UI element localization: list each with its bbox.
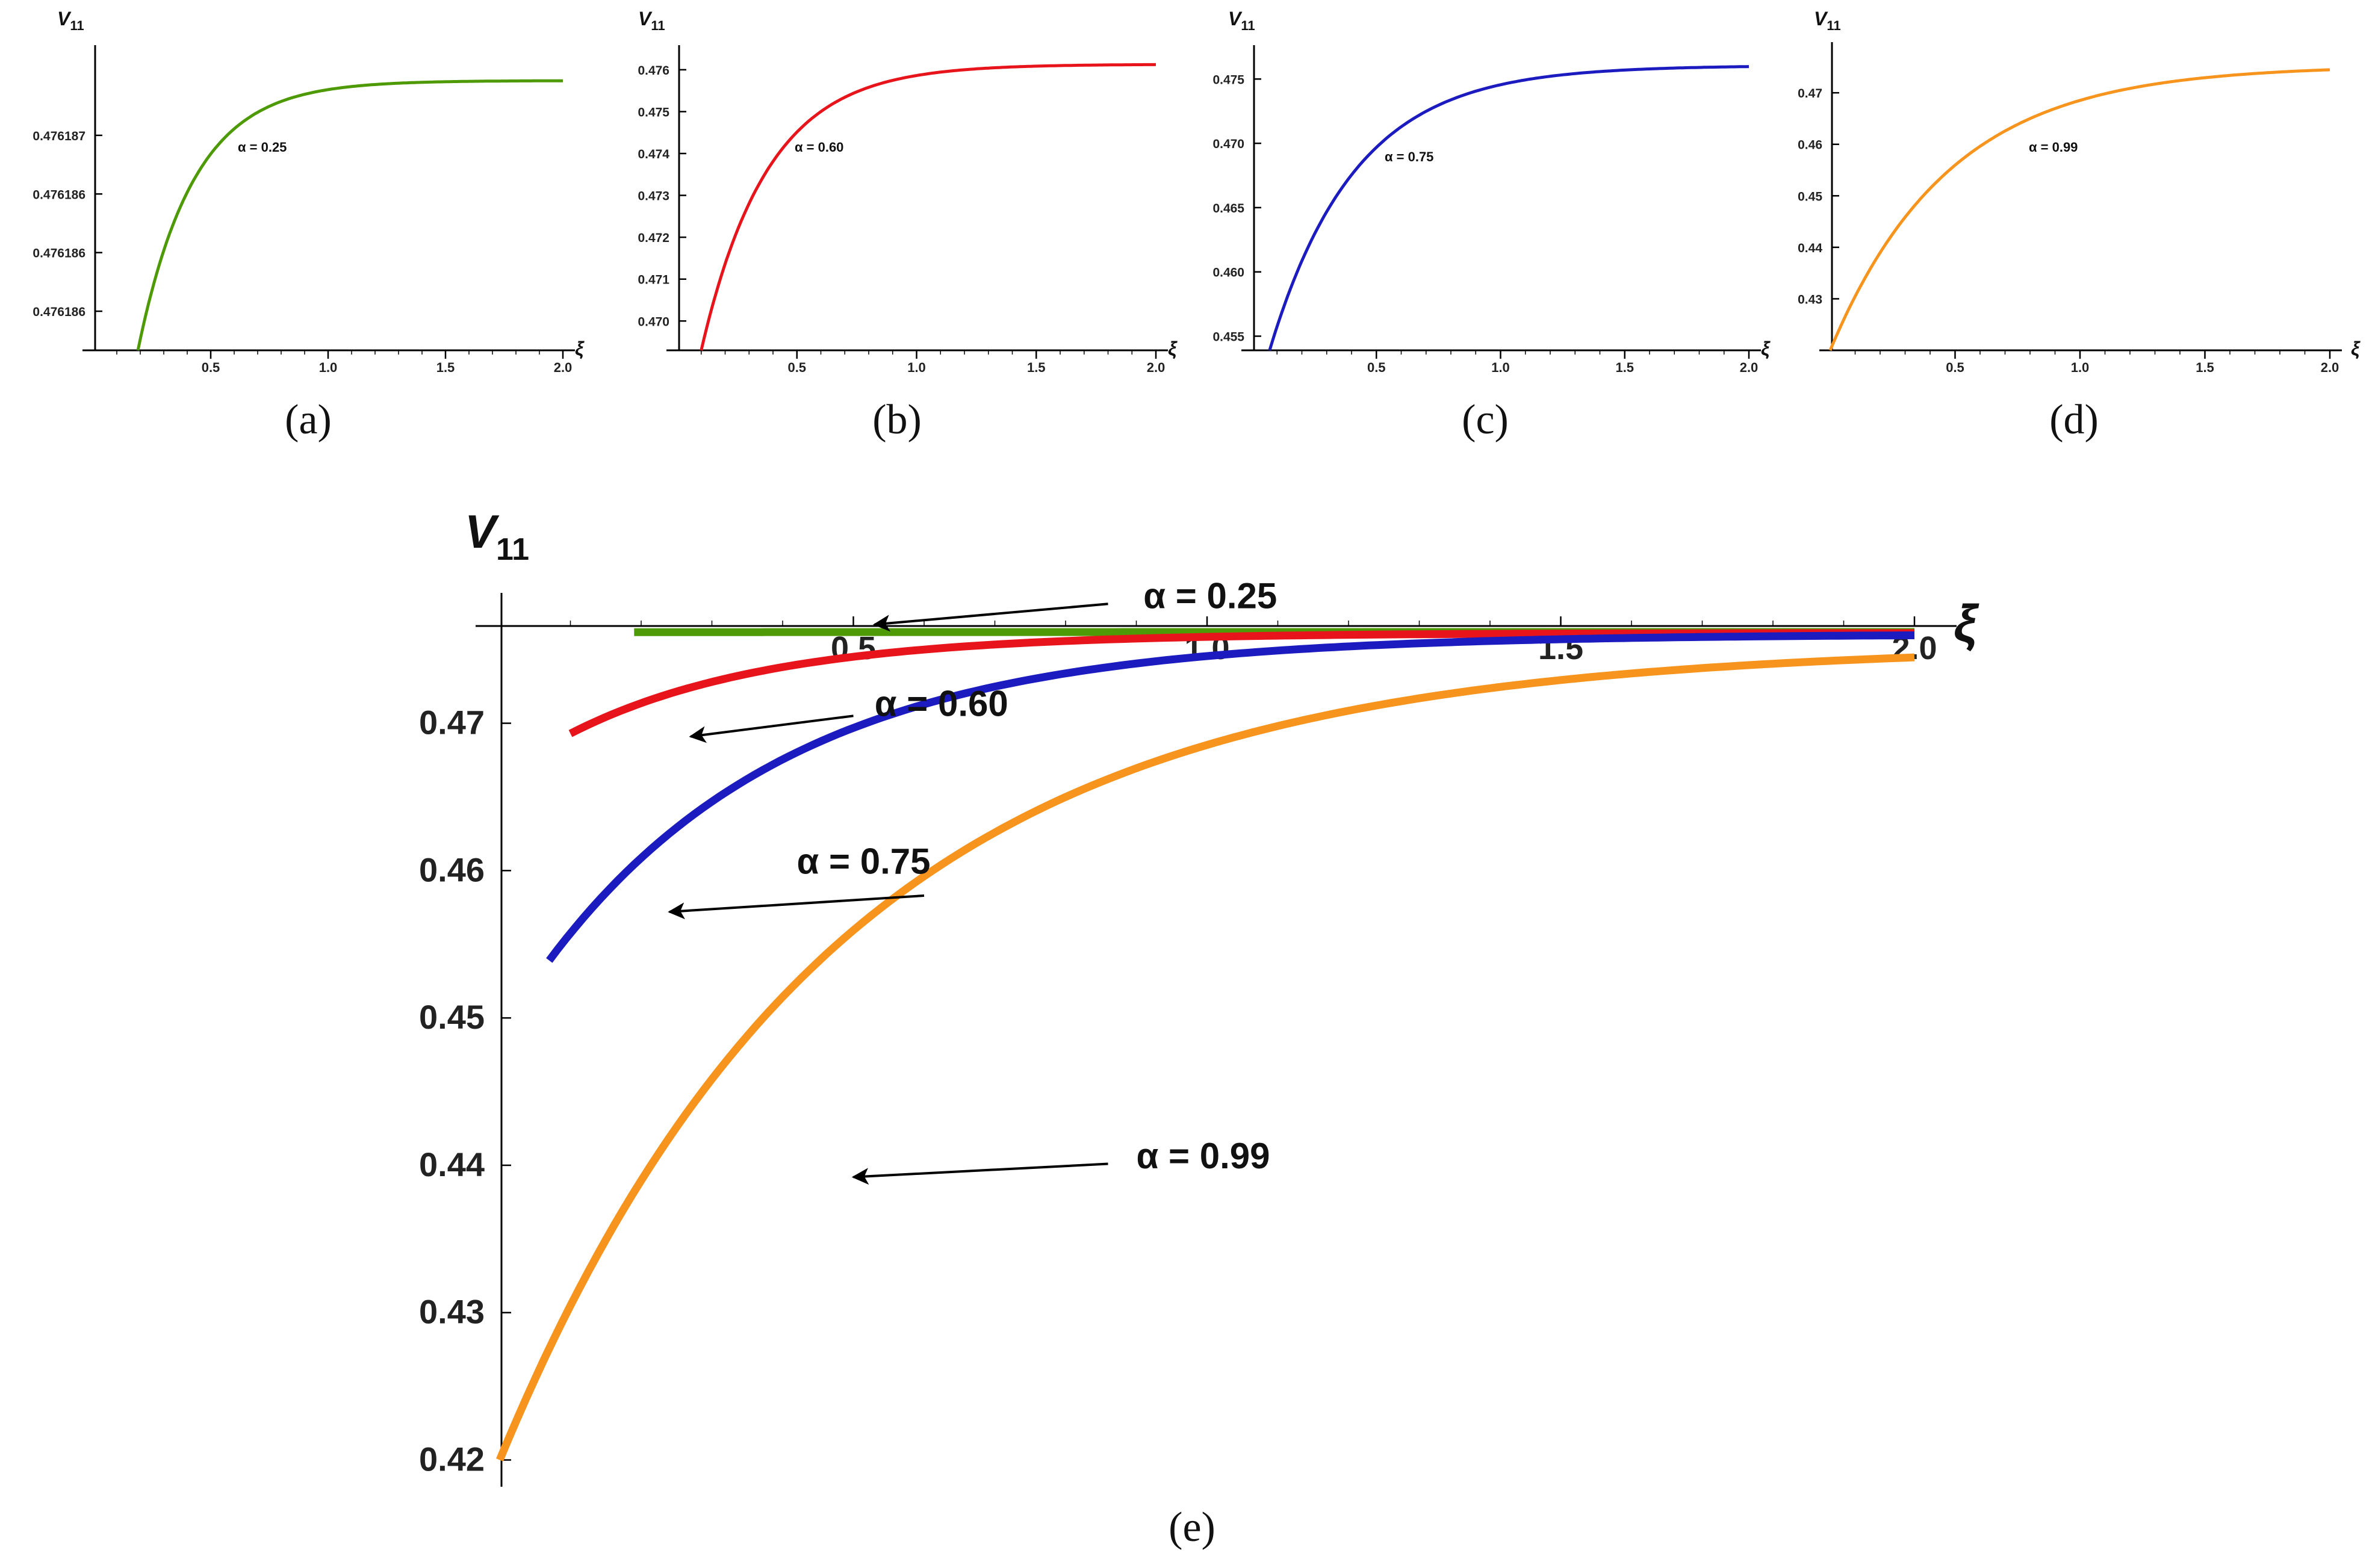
- x-tick-label: 1.5: [1615, 360, 1634, 375]
- y-tick-label: 0.473: [638, 190, 669, 203]
- y-axis-label: V11: [638, 8, 665, 33]
- x-tick-label: 1.5: [1027, 360, 1046, 375]
- panel-label: (b): [872, 397, 922, 443]
- y-tick-label: 0.476187: [33, 129, 85, 143]
- series-line: [546, 631, 1914, 963]
- x-axis-label: ξ: [1954, 595, 1979, 652]
- x-axis-label: ξ: [575, 338, 585, 359]
- x-tick-label: 2.0: [2321, 360, 2339, 375]
- panel-label: (a): [285, 397, 332, 443]
- y-axis-label: V11: [1814, 8, 1841, 33]
- alpha-label: α = 0.25: [238, 140, 287, 155]
- y-tick-label: 0.475: [638, 105, 669, 119]
- chart-panel-c: 0.5 1.0 1.5 2.0 0.455 0.460 0.465 0.470 0.475 V11…: [1212, 8, 1771, 443]
- alpha-label: α = 0.60: [795, 140, 843, 155]
- annotation-arrow: [689, 714, 854, 743]
- x-tick-label: 1.5: [436, 360, 455, 375]
- y-axis-label: V11: [1228, 8, 1255, 33]
- y-tick-label: 0.43: [1798, 293, 1822, 306]
- x-tick-label: 0.5: [1946, 360, 1964, 375]
- y-tick-label: 0.42: [419, 1440, 485, 1478]
- x-tick-label: 1.0: [1491, 360, 1510, 375]
- chart-panel-d: 0.5 1.0 1.5 2.0 0.43 0.44 0.45 0.46 0.47 V11 ξ α = …: [1798, 8, 2361, 443]
- y-tick-label: 0.44: [1798, 241, 1822, 255]
- y-tick-label: 0.46: [419, 851, 485, 888]
- x-tick-label: 1.5: [2196, 360, 2214, 375]
- y-tick-label: 0.476186: [33, 188, 85, 202]
- chart-panel-a: 0.5 1.0 1.5 2.0 0.476186 0.476186 0.476186 0.47…: [33, 8, 585, 443]
- alpha-label: α = 0.75: [1385, 149, 1433, 164]
- y-tick-label: 0.476: [638, 64, 669, 78]
- panel-label: (c): [1462, 397, 1509, 443]
- y-tick-label: 0.455: [1212, 330, 1244, 344]
- series-line: [136, 79, 563, 351]
- x-tick-label: 1.0: [319, 360, 338, 375]
- x-tick-label: 0.5: [787, 360, 806, 375]
- annotation-label: α = 0.75: [797, 841, 931, 881]
- y-tick-label: 0.47: [419, 704, 485, 742]
- y-tick-label: 0.474: [638, 147, 669, 161]
- x-axis-label: ξ: [1168, 338, 1178, 359]
- y-axis-label: V11: [465, 505, 529, 567]
- annotation-label: α = 0.25: [1143, 576, 1277, 616]
- x-axis-label: ξ: [2351, 338, 2361, 359]
- y-tick-label: 0.44: [419, 1145, 485, 1183]
- annotation-label: α = 0.99: [1137, 1136, 1270, 1176]
- annotation-label: α = 0.60: [875, 683, 1008, 724]
- y-tick-label: 0.476186: [33, 247, 85, 261]
- panel-label: (d): [2049, 397, 2099, 443]
- series-line: [568, 629, 1914, 737]
- x-tick-label: 2.0: [1740, 360, 1759, 375]
- y-tick-label: 0.45: [419, 998, 485, 1036]
- chart-panel-e: 0.5 1.0 1.5 2.00.420.430.440.450.460.47V11ξ…: [419, 505, 1979, 1551]
- x-tick-label: 1.0: [907, 360, 926, 375]
- alpha-label: α = 0.99: [2029, 140, 2078, 155]
- x-axis-label: ξ: [1761, 338, 1771, 359]
- y-tick-label: 0.45: [1798, 190, 1822, 203]
- y-tick-label: 0.465: [1212, 202, 1244, 215]
- y-tick-label: 0.471: [638, 273, 669, 287]
- y-tick-label: 0.46: [1798, 138, 1822, 152]
- x-tick-label: 2.0: [1147, 360, 1166, 375]
- chart-panel-b: 0.5 1.0 1.5 2.0 0.470 0.471 0.472 0.473 0.474 0.4…: [638, 8, 1178, 443]
- x-tick-label: 0.5: [1367, 360, 1386, 375]
- y-tick-label: 0.43: [419, 1293, 485, 1331]
- y-axis-label: V11: [57, 8, 84, 33]
- annotation-arrow: [851, 1162, 1108, 1185]
- series-line: [1828, 68, 2330, 351]
- y-tick-label: 0.47: [1798, 87, 1822, 101]
- y-tick-label: 0.476186: [33, 305, 85, 319]
- annotation-arrow: [668, 894, 925, 920]
- x-tick-label: 0.5: [202, 360, 220, 375]
- series-line: [1268, 65, 1749, 351]
- panel-label: (e): [1169, 1504, 1215, 1551]
- y-tick-label: 0.475: [1212, 73, 1244, 87]
- y-tick-label: 0.472: [638, 231, 669, 245]
- annotation-arrow: [872, 603, 1108, 632]
- y-tick-label: 0.470: [1212, 137, 1244, 151]
- y-tick-label: 0.460: [1212, 266, 1244, 280]
- series-line: [496, 653, 1915, 1462]
- y-tick-label: 0.470: [638, 315, 669, 329]
- x-tick-label: 2.0: [554, 360, 573, 375]
- series-line: [700, 63, 1156, 351]
- x-tick-label: 1.0: [2071, 360, 2090, 375]
